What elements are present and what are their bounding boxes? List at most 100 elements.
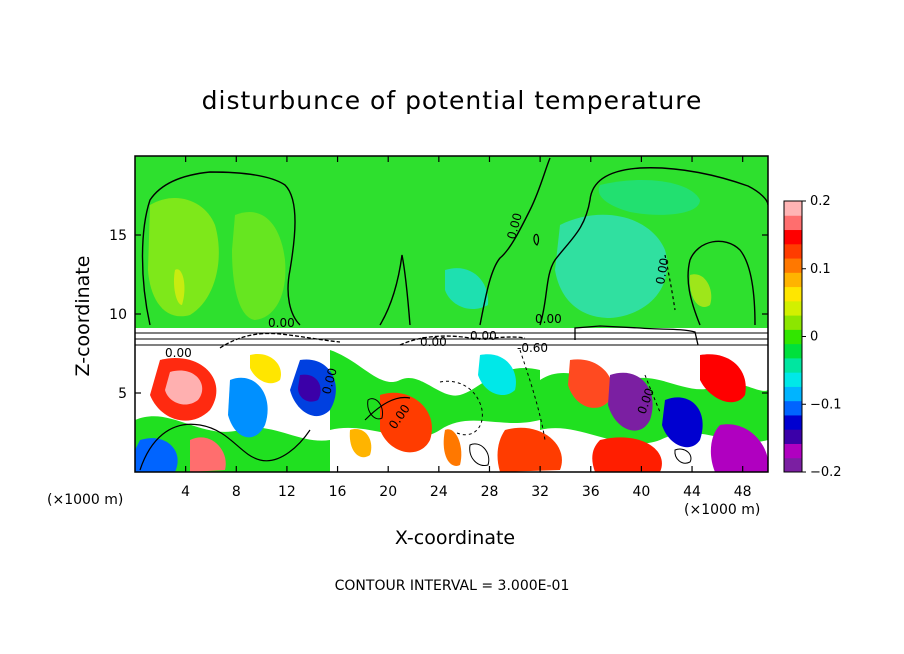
colorbar-tick-label: 0	[810, 330, 818, 345]
colorbar-segment	[784, 414, 802, 430]
colorbar-segment	[784, 229, 802, 245]
contour-line	[539, 167, 768, 326]
upper-layer-field	[135, 156, 768, 328]
cold-anomaly-core	[608, 372, 653, 431]
x-tick-label: 28	[481, 484, 499, 500]
x-tick-label: 24	[430, 484, 448, 500]
contour-line-dashed	[219, 332, 341, 349]
colorbar-tick-label: 0.2	[810, 194, 831, 209]
colorbar-segment	[784, 372, 802, 387]
warm-anomaly	[497, 427, 562, 472]
x-tick-label: 8	[232, 484, 241, 500]
contour-line-dashed	[664, 254, 676, 311]
contour-line	[574, 325, 699, 346]
upper-field-patch	[445, 268, 489, 310]
x-unit-label-right: (×1000 m)	[684, 502, 761, 518]
warm-anomaly	[443, 429, 462, 466]
warm-anomaly	[250, 354, 281, 384]
y-tick-label: 10	[109, 307, 127, 323]
colorbar-segment	[784, 443, 802, 459]
contour-label: 0.00	[535, 312, 562, 326]
colorbar-segment	[784, 457, 802, 473]
warm-anomaly	[568, 359, 613, 408]
x-tick-label: 44	[683, 484, 701, 500]
contour-line	[687, 240, 756, 326]
x-axis-label: X-coordinate	[394, 527, 516, 549]
contour-label: 0.00	[268, 316, 295, 330]
x-axis: 4 8 12 16 20 24 28 32 36 40 44 48	[181, 156, 752, 500]
colorbar-segment	[784, 286, 802, 302]
x-tick-label: 48	[734, 484, 752, 500]
colorbar-tick-label: −0.2	[810, 465, 842, 480]
cold-anomaly-core	[298, 374, 321, 402]
upper-field-patch	[555, 214, 668, 318]
y-axis: 5 10 15	[109, 228, 768, 402]
contour-label: 0.00	[470, 329, 497, 343]
contour-line-dashed	[644, 374, 661, 413]
contour-line	[141, 171, 301, 326]
colorbar-segment	[784, 201, 802, 216]
contour-line	[533, 233, 540, 246]
chart-title: disturbunce of potential temperature	[201, 86, 703, 115]
warm-anomaly	[190, 437, 226, 472]
colorbar-segment	[784, 300, 802, 316]
colorbar-segment	[784, 429, 802, 444]
colorbar: 0.2 0.1 0 −0.1 −0.2	[783, 194, 842, 480]
inversion-contours	[135, 332, 768, 346]
contour-label: 0.00	[165, 346, 192, 360]
colorbar-segment	[784, 400, 802, 416]
colorbar-segment	[784, 272, 802, 288]
contour-line	[367, 398, 384, 420]
contour-line	[674, 448, 692, 464]
x-unit-label-left: (×1000 m)	[47, 492, 124, 508]
colorbar-segment	[784, 243, 802, 259]
x-tick-label: 12	[278, 484, 296, 500]
warm-anomaly	[592, 437, 662, 472]
contour-line-dashed	[399, 335, 526, 346]
y-tick-label: 15	[109, 228, 127, 244]
cold-anomaly	[710, 424, 768, 472]
colorbar-segment	[784, 315, 802, 330]
colorbar-segment	[784, 357, 802, 373]
colorbar-segment	[784, 329, 802, 345]
colorbar-segment	[784, 343, 802, 359]
x-tick-label: 20	[379, 484, 397, 500]
contour-label: 0.00	[504, 211, 524, 240]
cold-anomaly	[135, 438, 178, 472]
x-tick-label: 36	[582, 484, 600, 500]
y-axis-label: Z-coordinate	[72, 255, 94, 377]
colorbar-tick-label: 0.1	[810, 262, 831, 277]
cold-anomaly	[662, 397, 703, 448]
cold-anomaly	[228, 377, 268, 438]
x-tick-label: 40	[632, 484, 650, 500]
contour-line	[469, 443, 490, 467]
plot-area: 0.00 0.00 0.00 0.00 0.00 0.00 0.00 0.00 …	[135, 156, 768, 472]
contour-line-dashed	[519, 349, 546, 441]
upper-field-patch	[173, 269, 185, 305]
upper-field-patch	[232, 212, 286, 320]
colorbar-tick-label: −0.1	[810, 397, 842, 412]
x-tick-label: 32	[531, 484, 549, 500]
contour-line	[479, 157, 551, 326]
upper-field-patch	[598, 180, 700, 215]
contour-interval-note: CONTOUR INTERVAL = 3.000E-01	[334, 578, 570, 594]
warm-anomaly	[700, 354, 746, 403]
y-tick-label: 5	[118, 386, 127, 402]
contour-line	[364, 396, 411, 421]
x-tick-label: 4	[181, 484, 190, 500]
upper-field-patch	[689, 274, 712, 307]
contour-line	[379, 254, 411, 326]
colorbar-segment	[784, 386, 802, 402]
warm-anomaly	[380, 392, 432, 453]
warm-anomaly-core	[165, 370, 203, 405]
upper-field-patch	[148, 197, 219, 317]
contour-line-dashed	[439, 380, 483, 436]
contour-line	[139, 423, 311, 471]
lower-field-patch	[135, 416, 330, 472]
warm-anomaly	[349, 429, 372, 458]
x-tick-label: 16	[329, 484, 347, 500]
cold-anomaly	[478, 354, 516, 395]
contour-label: 0.00	[319, 366, 339, 395]
contour-label: -0.60	[517, 341, 548, 355]
